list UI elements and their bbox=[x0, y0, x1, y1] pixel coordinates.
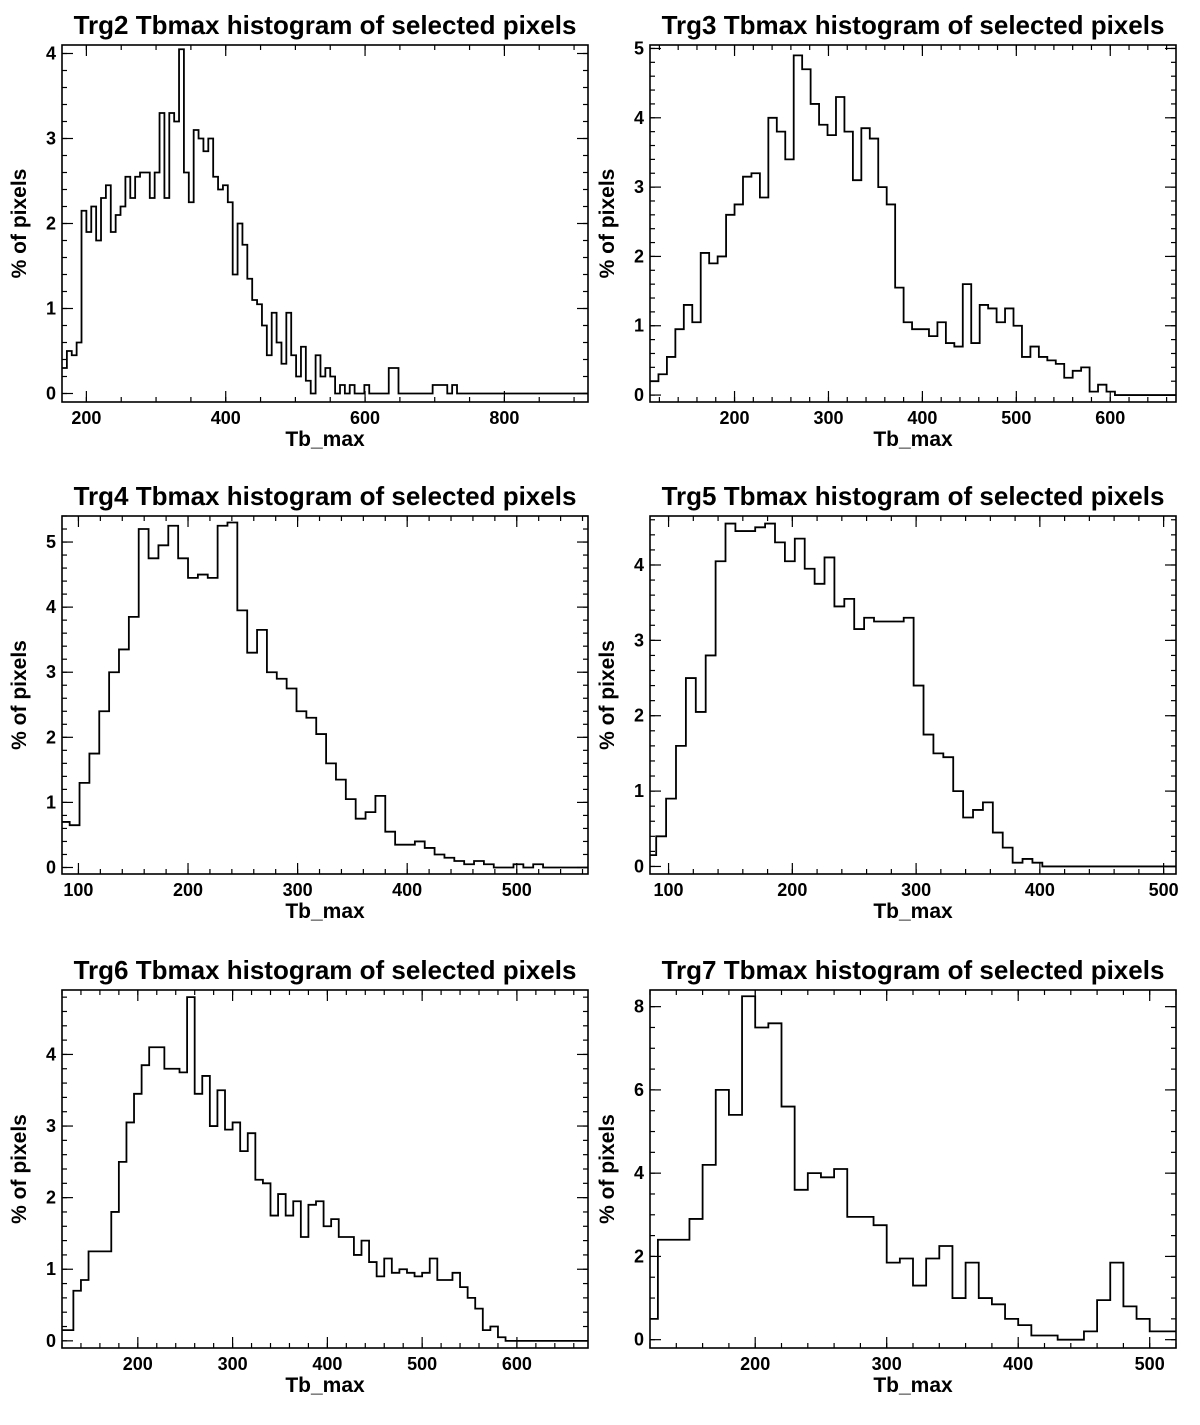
chart-title: Trg6 Tbmax histogram of selected pixels bbox=[74, 955, 577, 985]
histogram-series bbox=[62, 521, 588, 869]
y-tick-label: 5 bbox=[634, 38, 644, 58]
chart-title: Trg4 Tbmax histogram of selected pixels bbox=[74, 481, 577, 511]
x-tick-label: 300 bbox=[283, 880, 313, 900]
y-tick-label: 1 bbox=[634, 316, 644, 336]
y-tick-label: 0 bbox=[46, 857, 56, 877]
y-tick-label: 2 bbox=[634, 706, 644, 726]
x-tick-label: 200 bbox=[123, 1354, 153, 1374]
x-tick-label: 100 bbox=[654, 880, 684, 900]
y-axis-label: % of pixels bbox=[8, 640, 31, 750]
y-tick-label: 3 bbox=[634, 630, 644, 650]
y-axis-label: % of pixels bbox=[596, 169, 619, 279]
chart-panel-5: Trg6 Tbmax histogram of selected pixels 2… bbox=[8, 955, 589, 1397]
y-axis-label: % of pixels bbox=[596, 640, 619, 750]
x-tick-label: 200 bbox=[740, 1354, 770, 1374]
y-tick-label: 1 bbox=[634, 781, 644, 801]
chart-panel-3: Trg4 Tbmax histogram of selected pixels 1… bbox=[8, 481, 589, 923]
x-tick-label: 400 bbox=[1025, 880, 1055, 900]
chart-title: Trg3 Tbmax histogram of selected pixels bbox=[662, 10, 1165, 40]
x-tick-label: 300 bbox=[813, 408, 843, 428]
y-tick-label: 4 bbox=[634, 1163, 644, 1183]
x-tick-label: 500 bbox=[1149, 880, 1179, 900]
x-tick-label: 500 bbox=[1135, 1354, 1165, 1374]
histogram-series bbox=[62, 996, 588, 1342]
plot-frame bbox=[61, 989, 589, 1349]
x-tick-label: 600 bbox=[502, 1354, 532, 1374]
x-tick-label: 500 bbox=[407, 1354, 437, 1374]
x-tick-label: 200 bbox=[71, 408, 101, 428]
y-tick-label: 2 bbox=[634, 246, 644, 266]
x-tick-label: 600 bbox=[1095, 408, 1125, 428]
y-tick-label: 6 bbox=[634, 1080, 644, 1100]
histogram-series bbox=[650, 54, 1176, 396]
x-axis-label: Tb_max bbox=[873, 428, 953, 451]
y-axis-label: % of pixels bbox=[596, 1114, 619, 1224]
y-tick-label: 3 bbox=[634, 177, 644, 197]
y-tick-label: 4 bbox=[46, 1044, 56, 1064]
y-tick-label: 8 bbox=[634, 997, 644, 1017]
x-tick-label: 300 bbox=[218, 1354, 248, 1374]
chart-panel-6: Trg7 Tbmax histogram of selected pixels 2… bbox=[596, 955, 1177, 1397]
x-tick-label: 400 bbox=[211, 408, 241, 428]
x-axis-label: Tb_max bbox=[285, 900, 365, 923]
x-tick-label: 200 bbox=[173, 880, 203, 900]
x-axis-label: Tb_max bbox=[873, 900, 953, 923]
x-tick-label: 300 bbox=[872, 1354, 902, 1374]
y-tick-label: 2 bbox=[634, 1246, 644, 1266]
x-tick-label: 800 bbox=[489, 408, 519, 428]
y-tick-label: 1 bbox=[46, 1259, 56, 1279]
y-tick-label: 1 bbox=[46, 299, 56, 319]
histogram-series bbox=[650, 522, 1176, 868]
chart-panel-2: Trg3 Tbmax histogram of selected pixels 2… bbox=[596, 10, 1177, 451]
plot-frame bbox=[649, 989, 1177, 1349]
chart-panel-1: Trg2 Tbmax histogram of selected pixels 2… bbox=[8, 10, 589, 451]
y-tick-label: 0 bbox=[46, 384, 56, 404]
x-axis-label: Tb_max bbox=[285, 428, 365, 451]
x-tick-label: 400 bbox=[312, 1354, 342, 1374]
y-tick-label: 2 bbox=[46, 214, 56, 234]
plot-frame bbox=[61, 44, 589, 403]
y-tick-label: 0 bbox=[46, 1331, 56, 1351]
x-tick-label: 400 bbox=[907, 408, 937, 428]
chart-title: Trg2 Tbmax histogram of selected pixels bbox=[74, 10, 577, 40]
x-tick-label: 300 bbox=[901, 880, 931, 900]
y-tick-label: 4 bbox=[46, 597, 56, 617]
y-axis-label: % of pixels bbox=[8, 1114, 31, 1224]
y-axis-label: % of pixels bbox=[8, 169, 31, 279]
x-tick-label: 500 bbox=[1001, 408, 1031, 428]
y-tick-label: 4 bbox=[46, 44, 56, 64]
y-tick-label: 0 bbox=[634, 1330, 644, 1350]
x-tick-label: 400 bbox=[392, 880, 422, 900]
y-tick-label: 5 bbox=[46, 532, 56, 552]
y-tick-label: 4 bbox=[634, 555, 644, 575]
x-tick-label: 400 bbox=[1003, 1354, 1033, 1374]
chart-title: Trg5 Tbmax histogram of selected pixels bbox=[662, 481, 1165, 511]
chart-title: Trg7 Tbmax histogram of selected pixels bbox=[662, 955, 1165, 985]
y-tick-label: 0 bbox=[634, 856, 644, 876]
y-tick-label: 2 bbox=[46, 1188, 56, 1208]
plot-frame bbox=[649, 44, 1177, 403]
x-tick-label: 500 bbox=[502, 880, 532, 900]
plot-frame bbox=[61, 515, 589, 875]
x-tick-label: 100 bbox=[63, 880, 93, 900]
x-tick-label: 600 bbox=[350, 408, 380, 428]
histogram-series bbox=[650, 995, 1176, 1341]
x-tick-label: 200 bbox=[720, 408, 750, 428]
chart-panel-4: Trg5 Tbmax histogram of selected pixels 1… bbox=[596, 481, 1179, 923]
y-tick-label: 4 bbox=[634, 108, 644, 128]
histogram-series bbox=[62, 48, 588, 395]
y-tick-label: 2 bbox=[46, 727, 56, 747]
x-axis-label: Tb_max bbox=[285, 1374, 365, 1397]
x-tick-label: 200 bbox=[777, 880, 807, 900]
y-tick-label: 0 bbox=[634, 385, 644, 405]
plot-frame bbox=[649, 515, 1177, 875]
y-tick-label: 3 bbox=[46, 662, 56, 682]
x-axis-label: Tb_max bbox=[873, 1374, 953, 1397]
y-tick-label: 3 bbox=[46, 129, 56, 149]
y-tick-label: 1 bbox=[46, 792, 56, 812]
y-tick-label: 3 bbox=[46, 1116, 56, 1136]
